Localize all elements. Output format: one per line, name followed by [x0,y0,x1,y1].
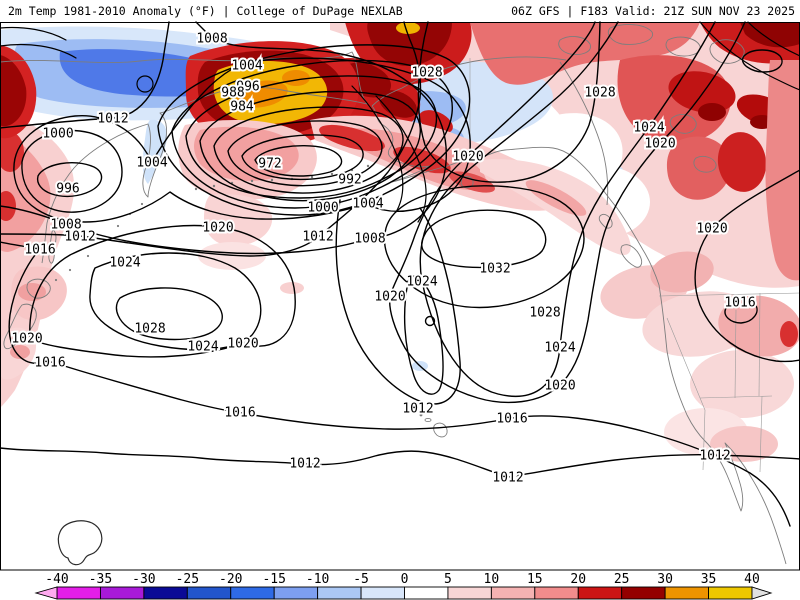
mslp-contour-label: 1024 [109,256,140,271]
mslp-contour-label: 1020 [696,222,727,237]
colorbar-band [621,586,666,600]
mslp-contour-label: 1012 [302,230,333,245]
kodiak-island [460,175,474,189]
colorbar-band [186,586,232,600]
valid-time-label: 06Z GFS | F183 Valid: 21Z SUN NOV 23 202… [511,4,795,18]
mslp-contour-label: 1000 [42,127,73,142]
colorbar-tick-label: -25 [176,572,199,587]
map-title: 2m Temp 1981-2010 Anomaly (°F) | College… [8,4,403,18]
mslp-contour-label: 1020 [452,150,483,165]
mslp-contour-label: 1012 [64,230,95,245]
vancouver-island [620,244,643,268]
mslp-contour-layer [0,21,800,527]
colorbar-under-arrow [34,586,58,600]
mslp-contour-label: 1008 [50,218,81,233]
colorbar-band [230,586,275,600]
colorbar-tick-label: 5 [444,572,452,587]
southwest-pacific-island [57,520,103,566]
mslp-contour-label: 1004 [231,59,262,74]
colorbar-band [404,586,449,600]
colorbar-over-arrow [751,586,773,600]
hawaii-islands [414,409,448,438]
colorbar-tick-label: 25 [614,572,630,587]
colorbar-band [534,586,579,600]
mslp-contour-label: 1012 [492,471,523,486]
mslp-contour-label: 1016 [224,406,255,421]
mslp-contour-label: 1000 [307,201,338,216]
alaska-arctic-coast [371,56,567,107]
mslp-contour-label: 992 [338,173,361,188]
mslp-contour-label: 984 [230,100,254,115]
mslp-contour-label: 1016 [34,356,65,371]
colorbar-tick-label: 15 [527,572,543,587]
mslp-contour-label: 996 [236,80,259,95]
colorbar-band [273,586,319,600]
political-borders [469,58,800,473]
mslp-contour-label: 1012 [289,457,320,472]
colorbar-band [317,586,362,600]
mslp-contour-label: 1016 [496,412,527,427]
colorbar-tick-label: -40 [45,572,68,587]
mslp-contour-label: 1028 [134,322,165,337]
mslp-contour-label: 1012 [97,112,128,127]
mslp-contour-label: 1012 [402,402,433,417]
mslp-contour-label: 1004 [352,197,383,212]
colorbar-band [447,586,492,600]
mslp-contour-label: 1020 [11,332,42,347]
colorbar-tick-label: -30 [132,572,155,587]
mslp-contour-label: 1028 [411,66,442,81]
colorbar-band [664,586,710,600]
mslp-contour-label: 1016 [24,243,55,258]
mslp-contour-label: 1020 [544,379,575,394]
mslp-contour-label: 1024 [406,275,437,290]
mslp-contour-label: 1020 [374,290,405,305]
mslp-contour-label: 1020 [202,221,233,236]
colorbar-band [577,586,623,600]
colorbar-band [490,586,536,600]
mslp-contour-label: 1020 [227,337,258,352]
mslp-contour-label: 988 [221,86,244,101]
colorbar-tick-label: -35 [89,572,112,587]
contour-label-layer: 1008100499698898410281028101210241000102… [9,30,757,488]
mslp-contour-label: 1012 [699,449,730,464]
mslp-contour-label: 972 [258,157,281,172]
north-america-west-coast [391,146,787,565]
colorbar-tick-label: 35 [701,572,717,587]
temperature-anomaly-fill-layer [0,22,800,462]
colorbar-tick-label: 10 [484,572,500,587]
colorbar-tick-label: -20 [219,572,242,587]
colorbar-band [708,586,753,600]
haida-gwaii [598,213,613,229]
mslp-contour-label: 1008 [354,232,385,247]
colorbar-tick-label: 30 [657,572,673,587]
mslp-contour-label: 1028 [584,86,615,101]
colorbar: -40 -35 -30 -25 -20 -15 -10 -5 0 5 10 15 20 25 30 35 40 [34,572,773,600]
mslp-contour-label: 1024 [187,340,218,355]
aleutian-islands [194,164,370,191]
colorbar-tick-label: -10 [306,572,329,587]
mslp-contour-label: 996 [56,182,79,197]
colorbar-band [360,586,405,600]
mslp-contour-label: 1004 [136,156,167,171]
mslp-contour-label: 1024 [544,341,575,356]
colorbar-tick-label: -15 [262,572,285,587]
mslp-contour-label: 1024 [633,121,664,136]
sakhalin [48,229,57,264]
mslp-contour-label: 1020 [644,137,675,152]
mslp-contour-label: 1032 [479,262,510,277]
mslp-contour-label: 1008 [196,32,227,47]
colorbar-tick-label: 0 [401,572,409,587]
colorbar-band [143,586,188,600]
colorbar-band [99,586,145,600]
mslp-contour-label: 1028 [529,306,560,321]
colorbar-tick-label: 40 [744,572,760,587]
colorbar-tick-label: 20 [570,572,586,587]
mslp-contour-label: 1016 [724,296,755,311]
colorbar-band [56,586,101,600]
colorbar-tick-label: -5 [353,572,369,587]
arctic-islands [558,24,745,64]
japan [3,278,51,350]
